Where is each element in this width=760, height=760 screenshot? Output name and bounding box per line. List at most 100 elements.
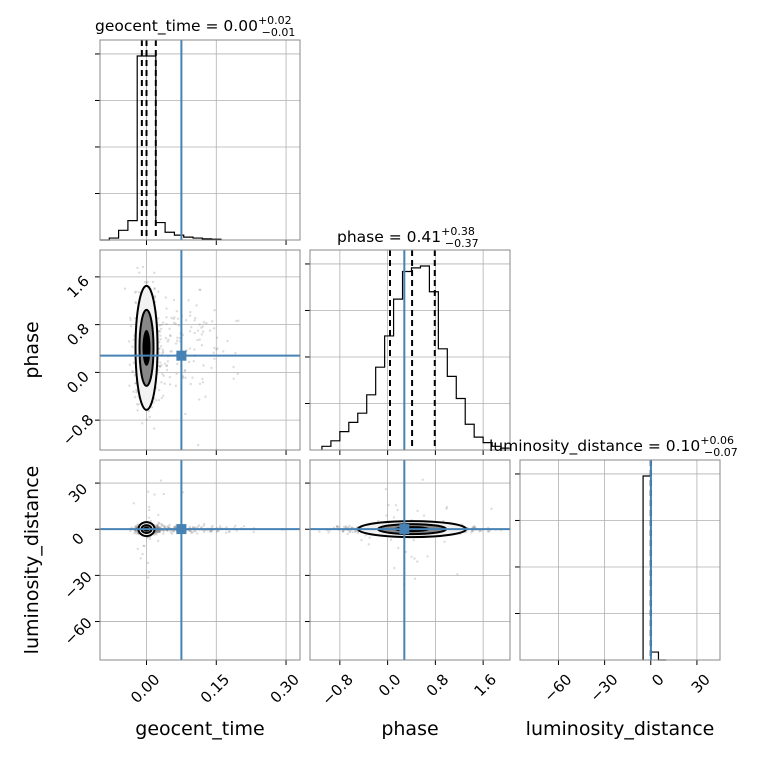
sample-point-10-694	[163, 362, 167, 365]
sample-point-20-60	[149, 519, 152, 523]
sample-point-10-59	[213, 357, 216, 361]
sample-point-10-323	[181, 376, 185, 379]
sample-point-21-216	[348, 524, 351, 528]
sample-point-10-441	[156, 290, 160, 293]
sample-point-20-155	[228, 530, 231, 533]
sample-point-10-778	[202, 321, 206, 324]
sample-point-10-184	[169, 334, 172, 337]
sample-point-10-201	[188, 314, 192, 317]
sample-point-21-227	[341, 529, 345, 533]
sample-point-20-424	[155, 531, 158, 535]
sample-point-10-662	[162, 374, 165, 378]
sample-point-10-824	[194, 316, 197, 320]
sample-point-21-197	[445, 506, 449, 509]
ytick-label-luminosity_distance-0: −60	[61, 614, 96, 649]
sample-point-21-709	[367, 543, 370, 546]
sample-point-10-203	[234, 351, 237, 355]
sample-point-21-302	[384, 487, 388, 491]
sample-point-10-178	[172, 321, 176, 325]
sample-point-10-761	[160, 323, 163, 327]
sample-point-10-402	[160, 364, 163, 367]
sample-point-20-836	[173, 526, 176, 529]
sample-point-20-564	[191, 530, 194, 534]
sample-point-10-656	[153, 296, 156, 299]
ytick-label-phase-3: 1.6	[63, 272, 93, 302]
sample-point-10-596	[129, 316, 132, 320]
sample-point-10-359	[232, 365, 235, 369]
sample-point-20-479	[133, 526, 136, 529]
sample-point-20-247	[158, 530, 161, 533]
sample-point-20-133	[196, 525, 199, 529]
sample-point-20-690	[227, 530, 231, 534]
sample-point-20-763	[154, 530, 158, 534]
sample-point-10-406	[200, 344, 204, 347]
sample-point-20-371	[233, 524, 237, 528]
sample-point-21-92	[473, 526, 476, 529]
sample-point-20-577	[159, 479, 163, 482]
sample-point-10-394	[129, 318, 132, 322]
sample-point-10-92	[157, 398, 161, 402]
sample-point-10-304	[196, 443, 200, 447]
sample-point-10-245	[189, 382, 192, 386]
sample-point-10-659	[187, 299, 190, 302]
sample-point-10-231	[131, 345, 134, 349]
sample-point-10-714	[146, 280, 149, 284]
sample-point-10-380	[165, 322, 168, 326]
sample-point-20-225	[188, 529, 192, 533]
sample-point-20-557	[134, 529, 137, 533]
sample-point-10-706	[158, 365, 162, 368]
sample-point-21-240	[404, 550, 408, 554]
sample-point-10-609	[136, 409, 139, 412]
sample-point-21-626	[443, 540, 446, 543]
sample-point-10-340	[135, 290, 138, 294]
sample-point-20-240	[132, 502, 136, 505]
panel-frame-panel-r2-c1	[309, 459, 511, 661]
sample-point-10-521	[172, 317, 175, 321]
sample-point-21-544	[342, 525, 346, 529]
sample-point-10-811	[165, 368, 169, 372]
sample-point-20-627	[211, 524, 214, 528]
sample-point-10-696	[135, 403, 139, 406]
sample-point-20-510	[147, 516, 151, 519]
sample-point-21-604	[344, 525, 348, 528]
sample-point-10-182	[138, 271, 141, 274]
sample-point-21-593	[351, 530, 354, 534]
xtick-label-luminosity_distance-2: 0	[648, 670, 667, 689]
sample-point-10-587	[164, 296, 167, 299]
sample-point-10-614	[133, 382, 137, 385]
xtick-label-geocent_time-0: 0.00	[127, 670, 163, 706]
sample-point-10-154	[131, 371, 134, 374]
panel-frame-panel-r1-c1	[309, 249, 511, 451]
sample-point-20-228	[158, 529, 162, 533]
sample-point-20-331	[129, 529, 132, 533]
hist-phase	[321, 265, 511, 450]
sample-point-20-191	[158, 522, 161, 525]
sample-point-20-4	[163, 525, 166, 528]
sample-point-20-803	[161, 523, 164, 527]
sample-point-10-518	[128, 363, 132, 367]
sample-point-10-112	[183, 369, 186, 373]
sample-point-21-881	[478, 529, 482, 533]
sample-point-10-33	[198, 382, 202, 386]
sample-point-10-435	[160, 396, 163, 400]
sample-point-20-582	[252, 530, 255, 534]
hist-geocent_time	[100, 55, 222, 241]
sample-point-20-239	[155, 525, 159, 528]
sample-point-20-360	[163, 525, 166, 529]
sample-point-20-146	[162, 530, 165, 533]
sample-point-21-452	[426, 555, 429, 558]
xtick-label-geocent_time-2: 0.30	[267, 670, 303, 706]
sample-point-10-319	[173, 316, 176, 319]
ylabel-luminosity-distance: luminosity_distance	[21, 466, 43, 655]
sample-point-21-515	[389, 538, 393, 541]
ytick-label-luminosity_distance-3: 30	[65, 480, 91, 506]
sample-point-20-861	[156, 530, 159, 533]
panel-frame-panel-r0-c0	[99, 39, 301, 241]
sample-point-10-453	[134, 301, 138, 305]
sample-point-21-697	[486, 530, 490, 533]
sample-point-10-98	[175, 372, 178, 376]
xtick-label-luminosity_distance-0: −60	[540, 670, 575, 705]
sample-point-10-898	[166, 340, 169, 343]
sample-point-10-511	[161, 351, 164, 355]
sample-point-10-179	[162, 321, 165, 324]
